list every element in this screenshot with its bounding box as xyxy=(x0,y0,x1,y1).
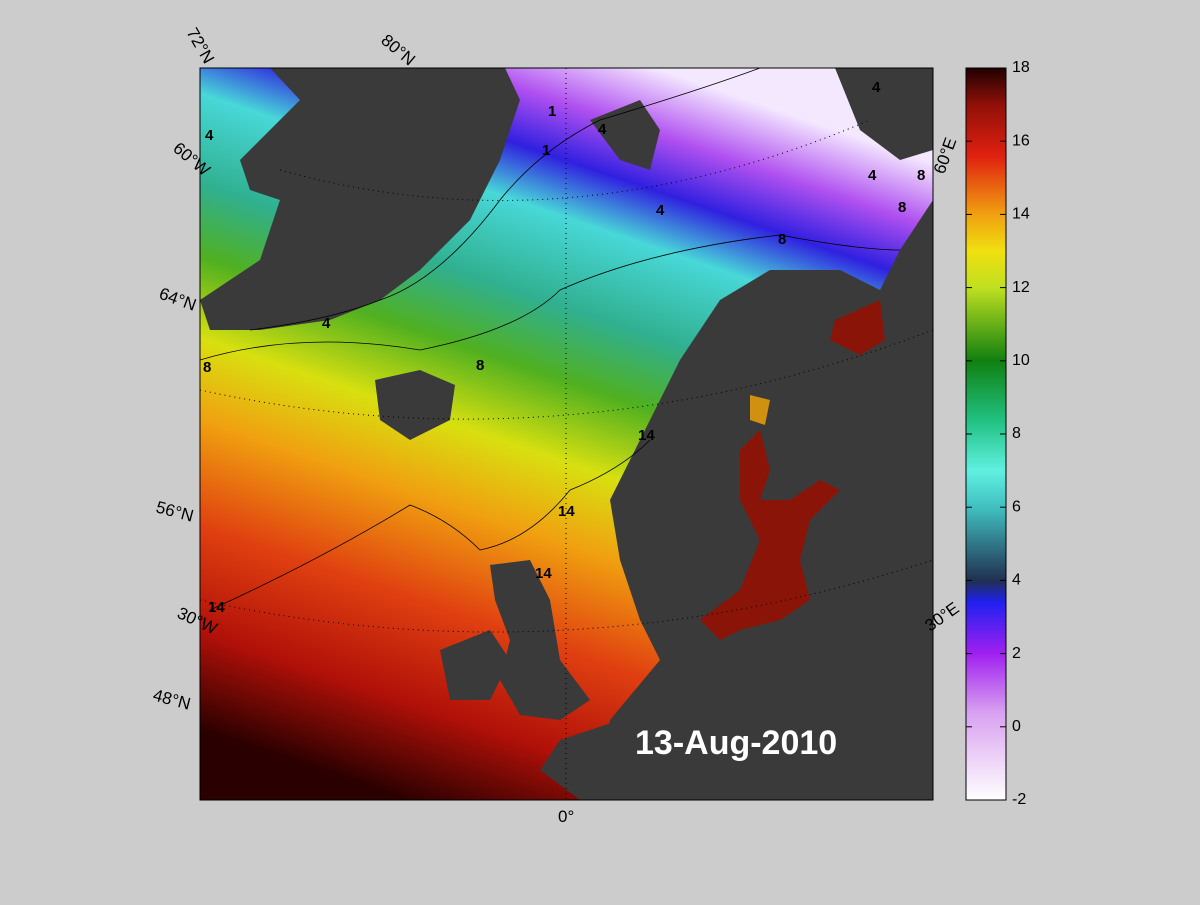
contour-label: 1 xyxy=(548,103,556,120)
tick-label: 4 xyxy=(1012,572,1021,589)
land xyxy=(490,560,590,720)
graticule xyxy=(200,68,933,800)
contour-label: 8 xyxy=(898,199,906,216)
tick-label: 18 xyxy=(1012,59,1030,76)
tick-label: 0 xyxy=(1012,718,1021,735)
graticule-label: 64°N xyxy=(157,284,199,315)
tick-label: 6 xyxy=(1012,498,1021,515)
contour-line xyxy=(209,439,651,611)
tick-label: 16 xyxy=(1012,132,1030,149)
tick-label: 12 xyxy=(1012,279,1030,296)
baltic xyxy=(750,395,770,425)
contour-label: 14 xyxy=(638,427,655,444)
contour-label: 4 xyxy=(656,202,665,219)
contour-label: 14 xyxy=(208,599,225,616)
land xyxy=(200,68,520,330)
contour-label: 8 xyxy=(917,167,925,184)
white-sea xyxy=(830,300,885,355)
contour-label: 4 xyxy=(598,121,607,138)
graticule-label: 56°N xyxy=(154,498,196,526)
contour-label: 4 xyxy=(322,315,331,332)
graticule-label: 0° xyxy=(558,807,574,826)
contour-label: 14 xyxy=(558,503,575,520)
contour-line xyxy=(200,234,901,361)
tick-label: 14 xyxy=(1012,206,1030,223)
contour-label: 1 xyxy=(542,142,550,159)
tick-label: 8 xyxy=(1012,425,1021,442)
contour-label: 8 xyxy=(203,359,211,376)
contour-line xyxy=(249,68,761,331)
colorbar-axis: -2 0 2 4 6 8 10 12 14 16 18 xyxy=(966,59,1030,808)
land xyxy=(375,370,455,440)
land xyxy=(440,630,510,700)
date-label: 13-Aug-2010 xyxy=(635,724,837,762)
map xyxy=(200,68,933,800)
contour-labels: 4 8 4 1 1 4 4 4 8 8 8 8 4 14 14 14 14 xyxy=(203,79,925,616)
contour-label: 8 xyxy=(778,231,786,248)
contour-label: 4 xyxy=(872,79,881,96)
contour-label: 4 xyxy=(868,167,877,184)
land xyxy=(835,68,933,160)
contour-label: 4 xyxy=(205,127,214,144)
tick-label: 2 xyxy=(1012,645,1021,662)
land xyxy=(540,660,700,800)
baltic xyxy=(700,430,840,640)
tick-label: 10 xyxy=(1012,352,1030,369)
tick-label: -2 xyxy=(1012,791,1026,808)
contour-label: 8 xyxy=(476,357,484,374)
graticule-label: 72°N xyxy=(183,25,218,67)
contour-label: 14 xyxy=(535,565,552,582)
graticule-label: 80°N xyxy=(377,31,418,70)
graticule-label: 60°E xyxy=(930,135,961,176)
map-frame xyxy=(199,67,934,801)
graticule-label: 48°N xyxy=(151,686,193,714)
